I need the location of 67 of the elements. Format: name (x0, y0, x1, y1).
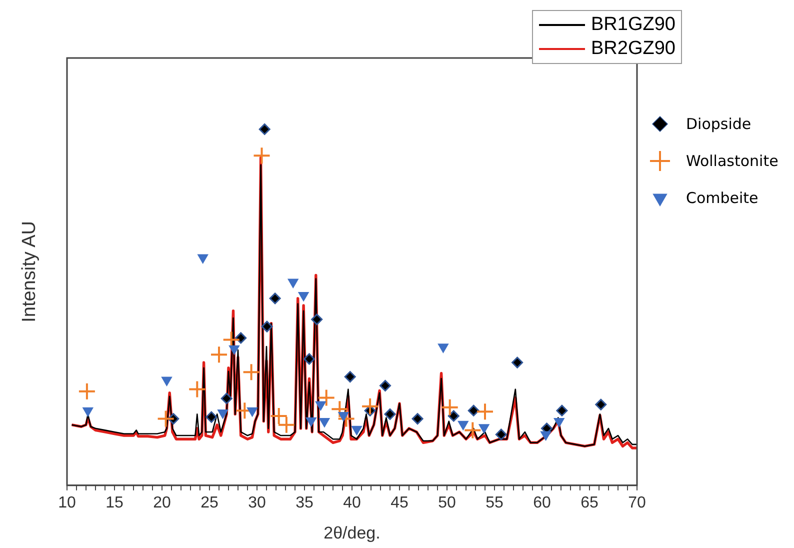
point (304, 353, 315, 365)
point (258, 123, 270, 135)
legend-label: Diopside (685, 114, 752, 134)
x-axis-title: 2θ/deg. (324, 523, 380, 542)
x-tick-label: 25 (200, 494, 218, 512)
point (468, 404, 480, 416)
point (384, 408, 396, 420)
point (210, 346, 228, 364)
point (306, 417, 316, 426)
point (78, 382, 96, 400)
legend-label: Combeite (685, 188, 760, 208)
point (495, 428, 507, 440)
point (344, 371, 356, 383)
x-tick-label: 10 (58, 494, 76, 512)
point (311, 314, 323, 326)
point (478, 424, 490, 434)
point (317, 388, 336, 407)
point (269, 292, 281, 304)
point (440, 398, 459, 416)
point (319, 418, 330, 428)
x-tick-label: 60 (533, 494, 551, 512)
point (82, 407, 93, 416)
x-tick-label: 40 (343, 494, 361, 512)
point (352, 426, 362, 435)
point (220, 392, 232, 404)
point (198, 254, 208, 264)
point (595, 398, 607, 410)
point (476, 402, 494, 421)
x-tick-label: 15 (106, 494, 124, 512)
point (206, 411, 218, 423)
legend-label: BR2GZ90 (590, 37, 676, 61)
x-tick-label: 20 (153, 494, 171, 512)
x-tick-label: 35 (296, 494, 314, 512)
x-tick-label: 65 (580, 494, 598, 512)
point (316, 401, 326, 410)
point (298, 292, 309, 301)
x-tick-label: 50 (438, 494, 456, 512)
x-tick-label: 30 (248, 494, 266, 512)
x-tick-label: 45 (390, 494, 408, 512)
point (252, 146, 271, 165)
legend-label: Wollastonite (685, 150, 778, 172)
point (218, 409, 228, 418)
point (338, 412, 349, 421)
point (554, 418, 564, 428)
y-axis-title: Intensity AU (19, 221, 40, 322)
point (229, 345, 240, 354)
point (540, 431, 551, 440)
point (288, 278, 298, 288)
point (458, 420, 468, 430)
legend-label: BR1GZ90 (590, 13, 676, 37)
point (380, 380, 391, 392)
point (162, 376, 172, 386)
point (242, 363, 260, 382)
point (156, 410, 175, 428)
point (448, 410, 460, 422)
point (556, 404, 568, 416)
point (438, 344, 448, 353)
point (261, 320, 273, 332)
point (188, 380, 206, 398)
point (464, 421, 482, 440)
x-tick-label: 70 (628, 494, 646, 512)
point (512, 356, 524, 368)
point (235, 332, 247, 344)
point (412, 413, 424, 425)
x-tick-label: 55 (486, 494, 504, 512)
point (361, 397, 380, 416)
point (247, 407, 258, 416)
